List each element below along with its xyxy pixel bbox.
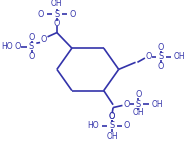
Text: S: S (158, 52, 164, 61)
Text: O: O (158, 42, 164, 51)
Text: HO: HO (2, 42, 13, 51)
Text: O: O (109, 112, 115, 121)
Text: O: O (109, 112, 115, 121)
Text: S: S (136, 100, 141, 109)
Text: O: O (41, 35, 47, 44)
Text: O: O (54, 19, 60, 28)
Text: S: S (54, 10, 60, 19)
Text: O: O (38, 10, 44, 19)
Text: OH: OH (106, 132, 118, 141)
Text: OH: OH (174, 52, 185, 61)
Text: O: O (135, 90, 142, 99)
Text: O: O (28, 52, 35, 61)
Text: O: O (146, 52, 152, 61)
Text: O: O (28, 33, 35, 42)
Text: O: O (158, 62, 164, 71)
Text: O: O (70, 10, 76, 19)
Text: O: O (123, 122, 129, 130)
Text: S: S (110, 122, 115, 130)
Text: OH: OH (151, 100, 163, 109)
Text: OH: OH (51, 0, 63, 8)
Text: HO: HO (88, 122, 99, 130)
Text: S: S (29, 42, 34, 51)
Text: O: O (123, 100, 129, 109)
Text: O: O (14, 42, 21, 51)
Text: OH: OH (133, 108, 144, 117)
